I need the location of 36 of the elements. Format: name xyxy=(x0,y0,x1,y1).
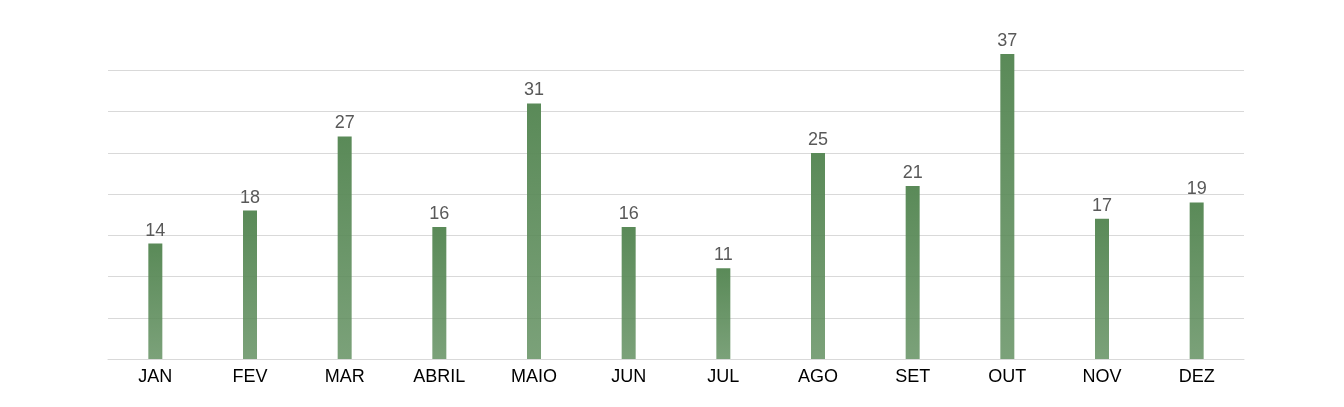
x-tick-label: AGO xyxy=(797,366,839,386)
data-label: 17 xyxy=(1091,194,1113,215)
x-tick-label: JAN xyxy=(138,366,173,386)
data-label: 37 xyxy=(997,30,1018,50)
bar xyxy=(432,227,447,359)
bar xyxy=(621,227,636,359)
data-label: 21 xyxy=(902,161,923,182)
data-label: 14 xyxy=(145,219,166,240)
bar xyxy=(243,210,257,359)
data-label: 31 xyxy=(523,79,545,100)
bar xyxy=(716,268,731,359)
x-tick-label: SET xyxy=(895,366,931,386)
x-tick-label: MAR xyxy=(324,366,365,386)
bar xyxy=(811,152,825,359)
bar xyxy=(337,136,352,359)
x-tick-label: DEZ xyxy=(1178,366,1215,386)
data-label: 18 xyxy=(239,186,261,207)
x-tick-label: NOV xyxy=(1082,366,1122,386)
bar xyxy=(1189,202,1204,359)
data-label: 16 xyxy=(429,203,450,224)
x-tick-label: FEV xyxy=(232,366,268,386)
x-tick-label: JUL xyxy=(707,366,740,386)
bar xyxy=(905,185,920,359)
data-label: 11 xyxy=(713,244,733,265)
bar xyxy=(1000,54,1015,359)
bar xyxy=(1095,218,1109,359)
data-label: 16 xyxy=(618,203,639,224)
data-label: 27 xyxy=(334,112,355,133)
x-tick-label: ABRIL xyxy=(413,366,466,386)
bar xyxy=(527,103,541,359)
x-tick-label: MAIO xyxy=(510,366,558,386)
x-tick-label: JUN xyxy=(611,366,647,386)
x-tick-label: OUT xyxy=(988,366,1027,386)
data-label: 25 xyxy=(807,128,829,149)
data-label: 19 xyxy=(1186,178,1207,199)
bar xyxy=(148,243,163,359)
